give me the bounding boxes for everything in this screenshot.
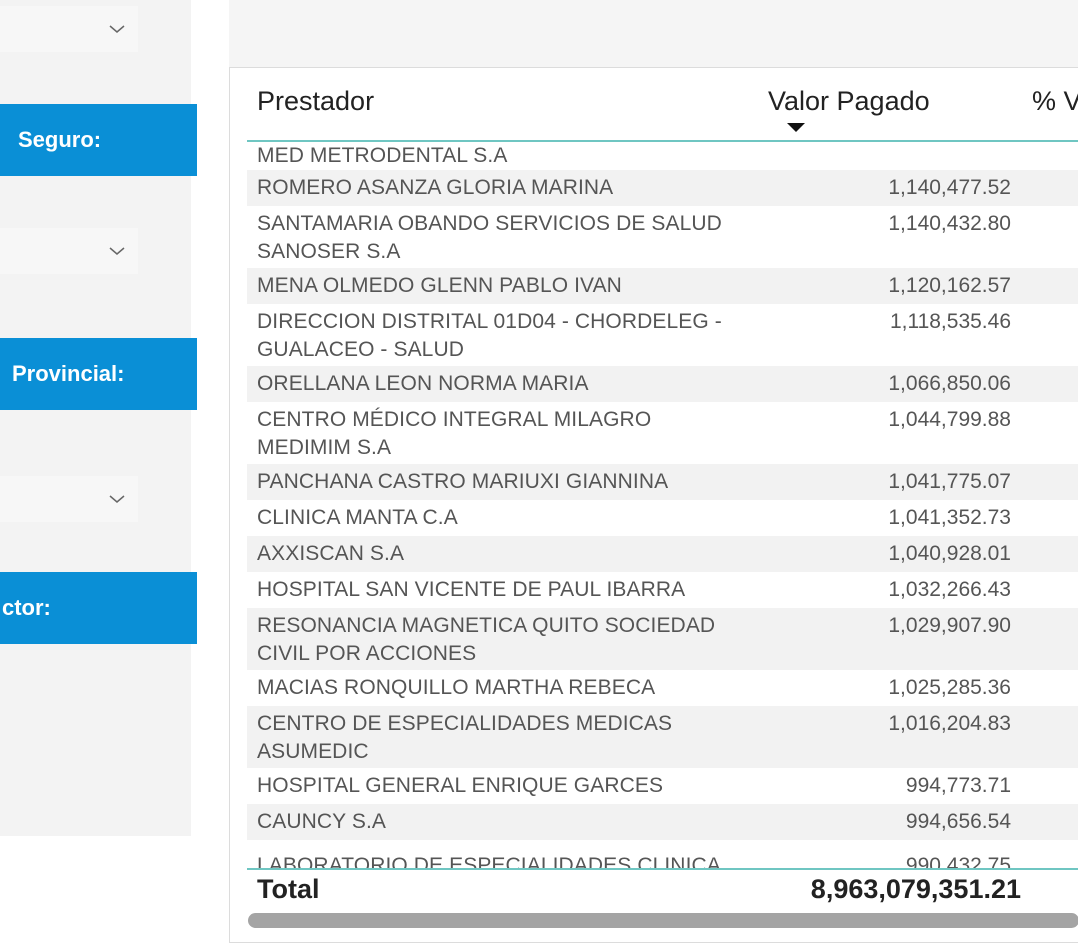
horizontal-scrollbar[interactable]: [248, 913, 1078, 928]
row-value: 1,120,162.57: [888, 274, 1011, 297]
filter-header-seguro: Seguro:: [0, 104, 197, 176]
table-row[interactable]: MENA OLMEDO GLENN PABLO IVAN 1,120,162.5…: [247, 268, 1078, 304]
table-visual: Prestador Valor Pagado % V MED METRODENT…: [229, 67, 1078, 943]
total-divider: [247, 868, 1078, 870]
header-divider: [247, 140, 1078, 142]
row-value: 1,029,907.90: [888, 614, 1011, 637]
row-name: RESONANCIA MAGNETICA QUITO SOCIEDAD CIVI…: [257, 614, 716, 665]
row-value: 994,773.71: [905, 774, 1011, 797]
row-value: 990,432.75: [905, 854, 1011, 868]
filter-label: Seguro:: [18, 127, 102, 152]
table-row[interactable]: MACIAS RONQUILLO MARTHA REBECA 1,025,285…: [247, 670, 1078, 706]
column-header-valor-pagado[interactable]: Valor Pagado: [768, 86, 930, 116]
row-value: 1,032,266.43: [888, 578, 1011, 601]
row-name: MED METRODENTAL S.A: [257, 144, 508, 167]
row-value: [747, 142, 1011, 170]
table-row[interactable]: HOSPITAL GENERAL ENRIQUE GARCES 994,773.…: [247, 768, 1078, 804]
table-row[interactable]: CLINICA MANTA C.A 1,041,352.73: [247, 500, 1078, 536]
row-value: 994,656.54: [905, 810, 1011, 833]
row-name: CLINICA MANTA C.A: [257, 506, 458, 529]
row-name: PANCHANA CASTRO MARIUXI GIANNINA: [257, 470, 669, 493]
row-value: 1,066,850.06: [888, 372, 1011, 395]
table-row[interactable]: SANTAMARIA OBANDO SERVICIOS DE SALUD SAN…: [247, 206, 1078, 268]
chevron-down-icon: [109, 247, 125, 255]
filter-label: ctor:: [2, 595, 51, 620]
row-value: 1,025,285.36: [888, 676, 1011, 699]
table-row[interactable]: LABORATORIO DE ESPECIALIDADES CLINICA 99…: [247, 840, 1078, 868]
row-value: 1,118,535.46: [889, 310, 1011, 333]
row-name: HOSPITAL SAN VICENTE DE PAUL IBARRA: [257, 578, 686, 601]
column-header-percent[interactable]: % V: [1032, 86, 1078, 116]
row-name: ROMERO ASANZA GLORIA MARINA: [257, 176, 614, 199]
table-row[interactable]: ORELLANA LEON NORMA MARIA 1,066,850.06: [247, 366, 1078, 402]
row-value: 1,044,799.88: [888, 408, 1011, 431]
row-value: 1,140,432.80: [888, 212, 1011, 235]
row-name: HOSPITAL GENERAL ENRIQUE GARCES: [257, 774, 664, 797]
row-name: CENTRO MÉDICO INTEGRAL MILAGRO MEDIMIM S…: [257, 408, 652, 459]
row-name: AXXISCAN S.A: [257, 542, 405, 565]
row-name: CAUNCY S.A: [257, 810, 386, 833]
filter-dropdown-3[interactable]: [0, 476, 138, 522]
table-row[interactable]: PANCHANA CASTRO MARIUXI GIANNINA 1,041,7…: [247, 464, 1078, 500]
total-label: Total: [257, 874, 320, 904]
row-value: 1,041,352.73: [888, 506, 1011, 529]
row-name: MACIAS RONQUILLO MARTHA REBECA: [257, 676, 656, 699]
row-value: 1,041,775.07: [888, 470, 1011, 493]
table-row[interactable]: CENTRO DE ESPECIALIDADES MEDICAS ASUMEDI…: [247, 706, 1078, 768]
total-value: 8,963,079,351.21: [810, 874, 1021, 904]
total-row: Total 8,963,079,351.21: [247, 872, 1078, 910]
table-row[interactable]: MED METRODENTAL S.A: [247, 142, 1078, 170]
column-header-prestador[interactable]: Prestador: [257, 86, 375, 116]
table-header: Prestador Valor Pagado % V: [247, 68, 1078, 142]
filter-label: Provincial:: [12, 361, 125, 386]
top-bar: [229, 0, 1078, 67]
filter-header-provincial: Provincial:: [0, 338, 197, 410]
row-value: 1,140,477.52: [888, 176, 1011, 199]
table-row[interactable]: AXXISCAN S.A 1,040,928.01: [247, 536, 1078, 572]
table-row[interactable]: ROMERO ASANZA GLORIA MARINA 1,140,477.52: [247, 170, 1078, 206]
row-name: ORELLANA LEON NORMA MARIA: [257, 372, 589, 395]
row-name: CENTRO DE ESPECIALIDADES MEDICAS ASUMEDI…: [257, 712, 673, 763]
row-value: 1,040,928.01: [888, 542, 1011, 565]
row-name: LABORATORIO DE ESPECIALIDADES CLINICA: [257, 854, 721, 868]
filter-dropdown-2[interactable]: [0, 228, 138, 274]
chevron-down-icon: [109, 25, 125, 33]
row-name: MENA OLMEDO GLENN PABLO IVAN: [257, 274, 622, 297]
row-name: SANTAMARIA OBANDO SERVICIOS DE SALUD SAN…: [257, 212, 722, 263]
filter-header-sector: ctor:: [0, 572, 197, 644]
table-row[interactable]: RESONANCIA MAGNETICA QUITO SOCIEDAD CIVI…: [247, 608, 1078, 670]
sort-descending-icon[interactable]: [787, 123, 805, 132]
filter-dropdown-1[interactable]: [0, 6, 138, 52]
chevron-down-icon: [109, 495, 125, 503]
row-value: 1,016,204.83: [888, 712, 1011, 735]
table-row[interactable]: HOSPITAL SAN VICENTE DE PAUL IBARRA 1,03…: [247, 572, 1078, 608]
table-body: MED METRODENTAL S.A ROMERO ASANZA GLORIA…: [247, 142, 1078, 868]
table-row[interactable]: DIRECCION DISTRITAL 01D04 - CHORDELEG - …: [247, 304, 1078, 366]
table-row[interactable]: CAUNCY S.A 994,656.54: [247, 804, 1078, 840]
table-row[interactable]: CENTRO MÉDICO INTEGRAL MILAGRO MEDIMIM S…: [247, 402, 1078, 464]
row-name: DIRECCION DISTRITAL 01D04 - CHORDELEG - …: [257, 310, 722, 361]
